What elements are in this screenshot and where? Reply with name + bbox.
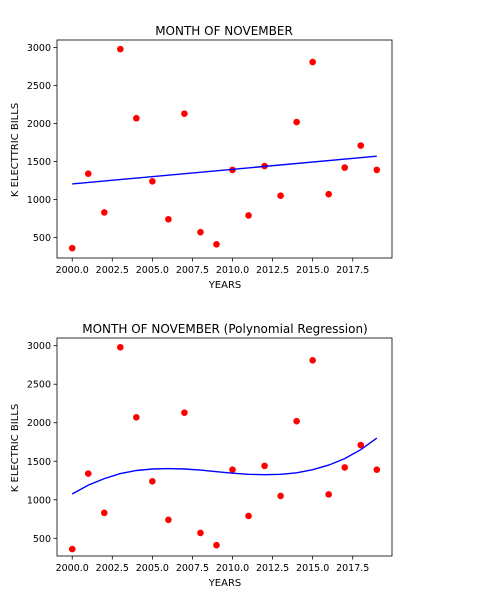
chart-1-data-point — [197, 228, 204, 236]
chart-2-y-tick-label: 3000 — [27, 341, 51, 352]
chart-1-data-point — [165, 215, 172, 223]
chart-2-data-point — [181, 409, 188, 417]
chart-1-data-point — [213, 241, 220, 248]
chart-1-data-point — [341, 164, 349, 171]
chart-1-y-axis-label: K ELECTTRIC BILLS — [10, 103, 21, 197]
chart-2-data-point — [149, 477, 156, 485]
chart-2-data-point — [277, 492, 284, 500]
chart-2-data-point — [373, 466, 381, 474]
chart-2-data-point — [84, 470, 92, 477]
chart-2-data-point — [197, 529, 204, 537]
chart-2-data-point — [245, 512, 252, 520]
chart-1-x-tick-label: 2015.0 — [296, 265, 329, 276]
chart-1-y-tick-label: 1000 — [27, 195, 51, 206]
chart-1-x-axis-label: YEARS — [208, 280, 242, 291]
chart-1-x-tick-label: 2017.5 — [336, 265, 369, 276]
chart-1-data-point — [373, 166, 381, 174]
chart-2-plot-frame — [56, 337, 393, 557]
chart-2-y-axis-label: K ELECTRIC BILLS — [10, 404, 21, 492]
chart-1-x-tick-label: 2007.5 — [176, 265, 209, 276]
chart-1-x-tick-label: 2005.0 — [136, 265, 169, 276]
chart-2-x-tick-label: 2000.0 — [56, 563, 89, 574]
chart-1-x-tick-label: 2000.0 — [56, 265, 89, 276]
chart-2-y-tick-label: 2500 — [27, 380, 51, 391]
chart-2-data-point — [133, 414, 140, 421]
chart-2-data-point — [100, 509, 108, 517]
chart-2-fit-line — [71, 437, 378, 495]
chart-1-data-point — [277, 192, 284, 200]
chart-1-y-tick-label: 2000 — [27, 119, 51, 130]
chart-2-data-point — [325, 491, 332, 498]
chart-1-data-point — [84, 170, 92, 177]
chart-2-data-point — [213, 541, 220, 549]
chart-1-x-tick-label: 2010.0 — [216, 265, 249, 276]
chart-2-x-axis-label: YEARS — [208, 578, 242, 589]
chart-1-fit-line — [72, 155, 377, 185]
chart-2-y-tick-label: 2000 — [27, 418, 51, 429]
chart-1-y-tick-label: 3000 — [27, 43, 51, 54]
chart-1-data-point — [181, 110, 188, 117]
chart-2-x-tick-label: 2005.0 — [136, 563, 169, 574]
chart-1-data-point — [245, 212, 252, 219]
chart-2-data-point — [309, 357, 316, 364]
chart-1-title: MONTH OF NOVEMBER — [155, 24, 293, 38]
chart-2-data-point — [261, 462, 268, 470]
chart-2: MONTH OF NOVEMBER (Polynomial Regression… — [10, 322, 393, 589]
chart-2-y-tick-label: 1000 — [27, 495, 51, 506]
chart-1-data-point — [357, 142, 365, 149]
chart-2-data-point — [341, 464, 349, 471]
chart-2-data-point — [68, 545, 76, 553]
chart-2-data-point — [117, 343, 124, 351]
chart-1-data-point — [149, 177, 156, 185]
chart-1-data-point — [117, 45, 124, 53]
chart-1-y-tick-label: 2500 — [27, 81, 51, 92]
chart-2-x-tick-label: 2010.0 — [216, 563, 249, 574]
chart-2-x-tick-label: 2007.5 — [176, 563, 209, 574]
chart-2-data-point — [293, 417, 300, 425]
chart-2-x-tick-label: 2017.5 — [336, 563, 369, 574]
chart-2-title: MONTH OF NOVEMBER (Polynomial Regression… — [82, 322, 368, 336]
chart-1-data-point — [309, 58, 316, 66]
chart-2-y-tick-label: 500 — [33, 534, 51, 545]
chart-2-y-tick-label: 1500 — [27, 457, 51, 468]
chart-1-data-point — [133, 114, 140, 122]
chart-2-x-tick-label: 2002.5 — [96, 563, 129, 574]
chart-2-x-tick-label: 2012.5 — [256, 563, 289, 574]
chart-1-data-point — [293, 118, 300, 126]
chart-1: MONTH OF NOVEMBER YEARS K ELECTTRIC BILL… — [10, 24, 393, 291]
chart-1-x-tick-label: 2002.5 — [96, 265, 129, 276]
chart-2-data-point — [229, 466, 236, 474]
chart-2-data-point — [357, 441, 365, 449]
chart-1-data-point — [325, 190, 332, 198]
chart-1-y-tick-label: 1500 — [27, 157, 51, 168]
chart-1-y-tick-label: 500 — [33, 233, 51, 244]
chart-1-x-tick-label: 2012.5 — [256, 265, 289, 276]
chart-1-data-point — [100, 209, 108, 216]
chart-2-x-tick-label: 2015.0 — [296, 563, 329, 574]
chart-2-data-point — [165, 516, 172, 524]
chart-1-data-point — [68, 244, 76, 252]
chart-1-plot-frame — [56, 39, 393, 259]
